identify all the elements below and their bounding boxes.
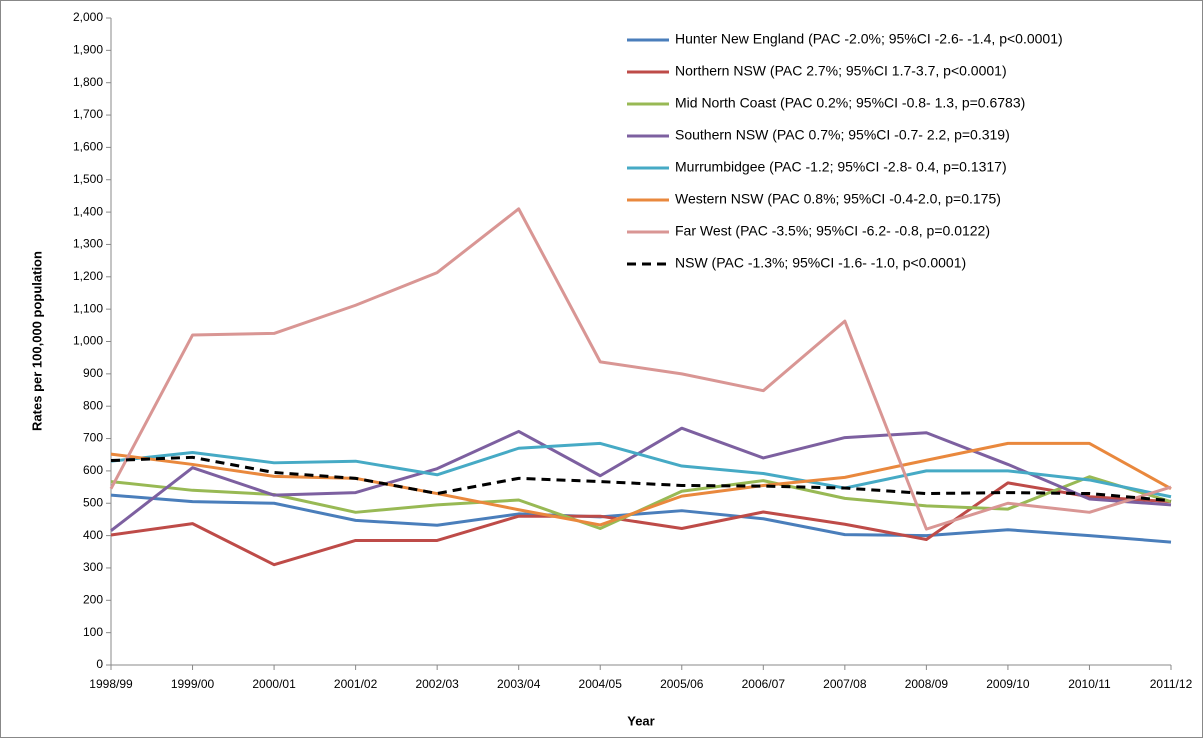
y-tick-label: 200 — [83, 592, 103, 606]
y-tick-label: 1,800 — [73, 75, 103, 89]
y-tick-label: 1,900 — [73, 43, 103, 57]
legend-label: Murrumbidgee (PAC -1.2; 95%CI -2.8- 0.4,… — [675, 159, 1007, 175]
y-axis-title: Rates per 100,000 population — [29, 251, 44, 431]
x-tick-label: 2006/07 — [742, 677, 786, 691]
y-tick-label: 600 — [83, 463, 103, 477]
y-tick-label: 1,500 — [73, 172, 103, 186]
series-line — [110, 493, 1172, 544]
x-tick-label: 2005/06 — [660, 677, 704, 691]
x-tick-label: 1998/99 — [89, 677, 133, 691]
legend-label: Hunter New England (PAC -2.0%; 95%CI -2.… — [675, 31, 1063, 47]
x-tick-label: 2007/08 — [823, 677, 867, 691]
y-tick-label: 1,200 — [73, 269, 103, 283]
legend-label: Western NSW (PAC 0.8%; 95%CI -0.4-2.0, p… — [675, 191, 1001, 207]
legend-label: Northern NSW (PAC 2.7%; 95%CI 1.7-3.7, p… — [675, 63, 1007, 79]
y-tick-label: 1,700 — [73, 107, 103, 121]
x-tick-label: 2011/12 — [1150, 677, 1193, 691]
y-tick-label: 1,000 — [73, 334, 103, 348]
x-tick-label: 2002/03 — [415, 677, 459, 691]
y-tick-label: 1,400 — [73, 204, 103, 218]
legend-label: Mid North Coast (PAC 0.2%; 95%CI -0.8- 1… — [675, 95, 1025, 111]
legend-label: Far West (PAC -3.5%; 95%CI -6.2- -0.8, p… — [675, 223, 990, 239]
x-tick-label: 2010/11 — [1068, 677, 1111, 691]
series-line — [110, 455, 1172, 503]
y-tick-label: 2,000 — [73, 10, 103, 24]
x-tick-label: 2009/10 — [986, 677, 1030, 691]
x-tick-label: 2003/04 — [497, 677, 541, 691]
x-tick-label: 2008/09 — [905, 677, 949, 691]
x-axis-title: Year — [627, 713, 654, 728]
y-tick-label: 700 — [83, 431, 103, 445]
series-line — [109, 207, 1172, 531]
y-tick-label: 1,600 — [73, 140, 103, 154]
series-line — [110, 441, 1172, 527]
y-tick-label: 1,100 — [73, 301, 103, 315]
y-tick-label: 300 — [83, 560, 103, 574]
series-line — [110, 441, 1172, 499]
legend-label: NSW (PAC -1.3%; 95%CI -1.6- -1.0, p<0.00… — [675, 255, 966, 271]
y-tick-label: 400 — [83, 528, 103, 542]
y-tick-label: 1,300 — [73, 237, 103, 251]
x-tick-label: 2000/01 — [252, 677, 296, 691]
x-tick-label: 1999/00 — [171, 677, 215, 691]
y-tick-label: 500 — [83, 495, 103, 509]
legend-label: Southern NSW (PAC 0.7%; 95%CI -0.7- 2.2,… — [675, 127, 1010, 143]
y-tick-label: 100 — [83, 625, 103, 639]
x-tick-label: 2001/02 — [334, 677, 378, 691]
y-tick-label: 800 — [83, 398, 103, 412]
series-line — [110, 426, 1172, 532]
y-tick-label: 0 — [96, 657, 103, 671]
y-tick-label: 900 — [83, 366, 103, 380]
x-tick-label: 2004/05 — [579, 677, 623, 691]
